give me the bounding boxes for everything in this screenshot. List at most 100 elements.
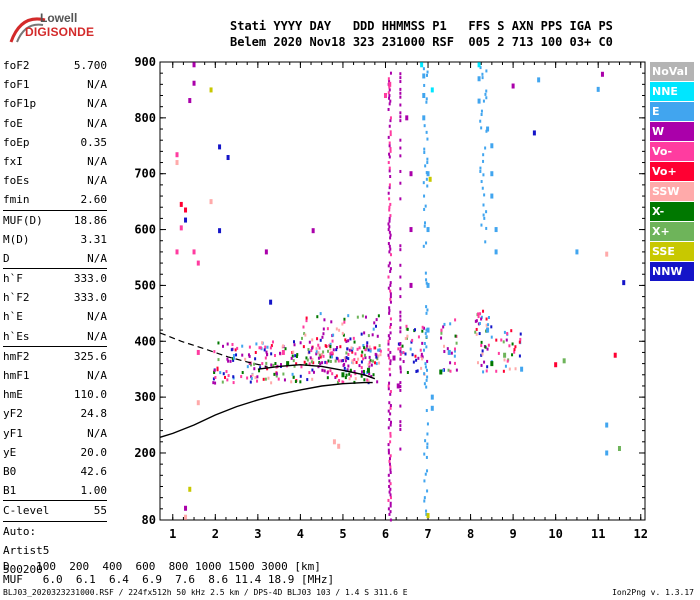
echo-point — [348, 348, 351, 352]
echo-point — [270, 352, 273, 356]
echo-point — [327, 359, 330, 363]
echo-point — [399, 346, 402, 350]
echo-point — [399, 318, 402, 322]
echo-point — [262, 377, 265, 381]
echo-point — [562, 358, 566, 364]
echo-point — [389, 147, 392, 151]
echo-point — [495, 369, 498, 373]
echo-point — [399, 330, 402, 334]
echo-point — [366, 341, 369, 345]
param-row: B0 42.6 — [3, 462, 107, 481]
echo-point — [506, 332, 509, 336]
echo-point — [292, 359, 295, 363]
echo-point — [358, 364, 361, 368]
echo-point — [484, 345, 487, 349]
echo-point — [387, 387, 390, 391]
param-label: foE — [3, 116, 23, 130]
param-label: M(D) — [3, 232, 30, 246]
echo-point — [410, 340, 413, 344]
echo-point — [423, 342, 426, 346]
echo-point — [388, 94, 391, 98]
param-value: N/A — [87, 310, 107, 324]
param-row: B1 1.00 — [3, 481, 107, 500]
echo-point — [397, 347, 400, 351]
echo-point — [490, 193, 494, 199]
echo-point — [389, 202, 392, 206]
echo-point — [425, 409, 428, 413]
param-value: 24.8 — [80, 407, 108, 421]
echo-point — [270, 381, 273, 385]
echo-point — [329, 342, 332, 346]
echo-point — [513, 350, 516, 354]
echo-point — [387, 77, 390, 81]
echo-point — [532, 130, 536, 136]
echo-point — [388, 306, 391, 310]
echo-point — [497, 351, 500, 355]
echo-point — [417, 335, 420, 339]
echo-point — [399, 197, 402, 201]
echo-point — [399, 381, 402, 385]
x-tick-label: 8 — [467, 527, 474, 541]
echo-point — [455, 341, 458, 345]
echo-point — [430, 87, 434, 93]
echo-point — [483, 360, 486, 364]
echo-point — [481, 349, 484, 353]
echo-point — [487, 323, 490, 327]
echo-point — [480, 109, 483, 113]
echo-point — [479, 66, 482, 70]
legend-item-x-: X+ — [650, 222, 694, 241]
echo-point — [232, 375, 235, 379]
param-label: yE — [3, 445, 17, 459]
echo-point — [355, 360, 358, 364]
echo-point — [490, 143, 494, 149]
echo-point — [226, 357, 229, 361]
echo-point — [389, 350, 392, 354]
param-row: fmin 2.60 — [3, 190, 107, 209]
autoscaling-line: 500200 — [3, 560, 107, 579]
param-value: 18.86 — [73, 213, 107, 227]
echo-point — [363, 331, 366, 335]
echo-point — [335, 327, 338, 331]
logo-text-digisonde: DIGISONDE — [25, 25, 95, 39]
echo-point — [411, 338, 414, 342]
echo-point — [329, 345, 332, 349]
echo-point — [482, 153, 485, 157]
echo-point — [335, 374, 338, 378]
echo-point — [248, 354, 251, 358]
echo-point — [335, 348, 338, 352]
echo-point — [485, 369, 488, 373]
echo-point — [426, 442, 429, 446]
echo-point — [264, 249, 268, 255]
echo-point — [321, 361, 324, 365]
echo-point — [399, 349, 402, 353]
param-label: foF2 — [3, 59, 30, 72]
echo-point — [196, 349, 200, 355]
echo-point — [508, 344, 511, 348]
echo-point — [192, 62, 196, 68]
echo-point — [425, 100, 428, 104]
echo-point — [420, 62, 424, 68]
header-row-values: Belem 2020 Nov18 323 231000 RSF 005 2 71… — [230, 35, 613, 49]
param-value: 333.0 — [73, 272, 107, 286]
echo-point — [299, 374, 302, 378]
echo-point — [322, 354, 325, 358]
legend-item-vo-: Vo- — [650, 142, 694, 161]
legend: NoVal NNE E W Vo- Vo+ SSW X- X+ SSE NNW — [650, 62, 694, 282]
echo-point — [480, 317, 483, 321]
echo-point — [424, 472, 427, 476]
echo-point — [329, 359, 332, 363]
echo-point — [354, 352, 357, 356]
echo-point — [425, 345, 428, 349]
echo-point — [387, 264, 390, 268]
echo-point — [426, 375, 429, 379]
echo-point — [374, 346, 377, 350]
echo-point — [351, 347, 354, 351]
echo-point — [330, 320, 333, 324]
echo-point — [425, 328, 428, 332]
echo-point — [214, 381, 217, 385]
echo-point — [264, 345, 267, 349]
legend-item-sse: SSE — [650, 242, 694, 261]
echo-point — [254, 350, 257, 354]
param-row: D N/A — [3, 249, 107, 268]
echo-point — [303, 332, 306, 336]
